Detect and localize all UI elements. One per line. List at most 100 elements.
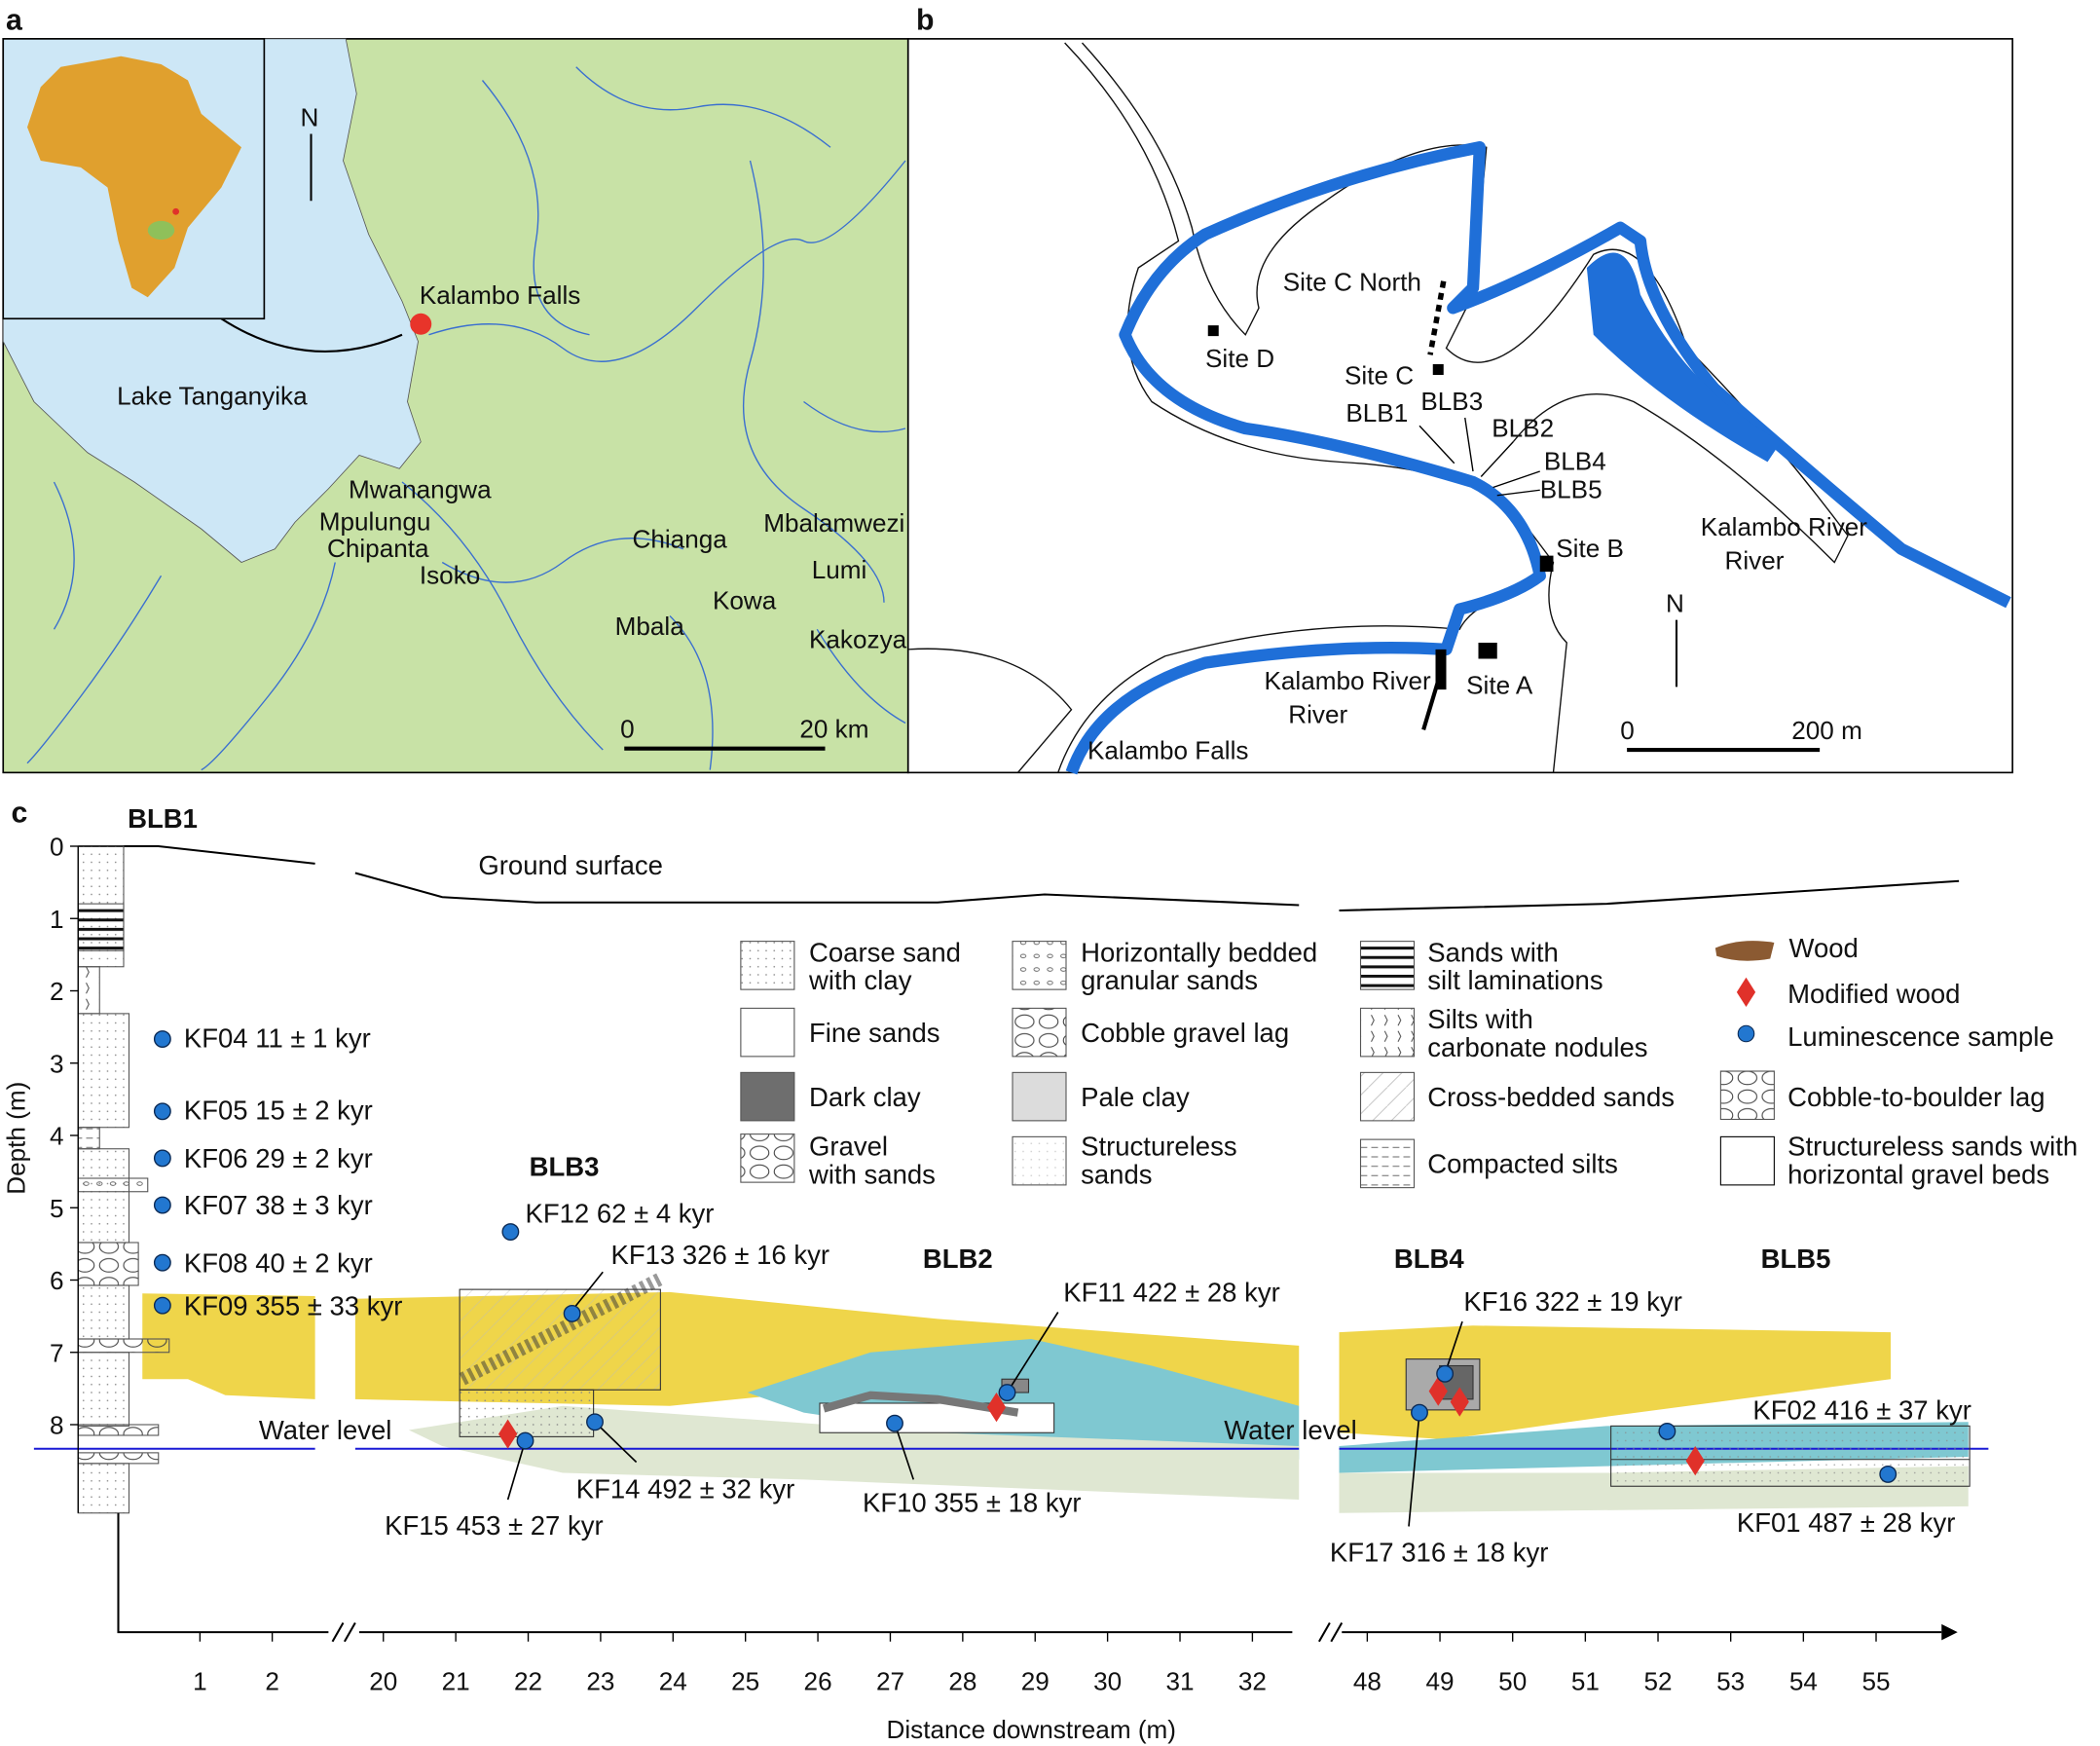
- axis-break-icon: [331, 1621, 1344, 1643]
- x-axis-arrow-icon: [1941, 1623, 1958, 1641]
- north-label-b: N: [1666, 588, 1684, 617]
- legend-swatch-cross-bedded: [1359, 1071, 1416, 1122]
- legend-swatch-boulder-lag: [1719, 1070, 1775, 1121]
- sample-dot-kf14: [586, 1413, 604, 1431]
- study-region-highlight: [147, 220, 175, 241]
- legend-label: Modified wood: [1787, 979, 1960, 1009]
- place-labels-a: Kalambo Falls Lake Tanganyika Mwanangwa …: [117, 280, 906, 653]
- sample-label: KF17 316 ± 18 kyr: [1330, 1537, 1549, 1567]
- section-title: BLB4: [1394, 1244, 1465, 1274]
- modified-wood-icon: [1428, 1376, 1448, 1406]
- legend-label: Cobble gravel lag: [1081, 1018, 1289, 1048]
- x-tick-label: 22: [514, 1666, 542, 1695]
- legend-label: granular sands: [1081, 965, 1258, 995]
- legend-label: Sands with: [1427, 937, 1559, 967]
- panel-b-map: b Site C North Site D Site C BLB1 BLB3: [906, 4, 2013, 775]
- sample-dot-kf13: [563, 1304, 581, 1322]
- legend-label: Cross-bedded sands: [1427, 1082, 1675, 1112]
- modified-wood-icon: [1736, 977, 1756, 1007]
- legend-label: sands: [1081, 1160, 1152, 1190]
- sample-dot-kf01: [1879, 1465, 1897, 1483]
- modified-wood-icon: [1450, 1387, 1469, 1417]
- place-label: BLB2: [1492, 413, 1554, 442]
- x-tick-label: 54: [1789, 1666, 1818, 1695]
- section-title: BLB1: [128, 803, 198, 834]
- place-label: BLB5: [1540, 475, 1603, 504]
- sage-unit: [408, 1405, 1969, 1513]
- map-b-frame: [906, 38, 2013, 774]
- sample-dot-kf02: [1658, 1422, 1676, 1440]
- water-level-label-2: Water level: [1224, 1415, 1357, 1445]
- legend-label: Structureless: [1081, 1132, 1236, 1162]
- sample-label: KF15 453 ± 27 kyr: [385, 1510, 604, 1541]
- legend-swatch-fine-sands: [740, 1007, 795, 1058]
- sample-label: KF04 11 ± 1 kyr: [184, 1022, 371, 1053]
- x-tick-label: 27: [876, 1666, 904, 1695]
- sample-label: KF08 40 ± 2 kyr: [184, 1247, 373, 1278]
- y-tick-label: 5: [50, 1194, 64, 1223]
- panel-label-a: a: [6, 4, 23, 36]
- place-label: Mpulungu: [319, 507, 431, 537]
- sample-label: KF10 355 ± 18 kyr: [863, 1487, 1082, 1517]
- sample-dot-kf07: [153, 1196, 171, 1214]
- legend-swatch-nodules: [1359, 1007, 1416, 1058]
- place-label: Site D: [1205, 344, 1274, 373]
- sample-dot-kf16: [1436, 1364, 1455, 1383]
- falls-pointer: [1421, 662, 1446, 730]
- y-tick-label: 4: [50, 1122, 64, 1151]
- blb1-log: [77, 845, 170, 1514]
- place-label: Site C: [1345, 361, 1414, 390]
- place-label: Kowa: [713, 586, 777, 615]
- legend-label: silt laminations: [1427, 965, 1603, 995]
- sample-label: KF13 326 ± 16 kyr: [611, 1240, 830, 1270]
- y-tick-label: 2: [50, 977, 64, 1006]
- north-label-a: N: [301, 102, 319, 131]
- scale-start-a: 0: [620, 715, 635, 744]
- legend-label: Horizontally bedded: [1081, 937, 1317, 967]
- sample-label: KF09 355 ± 33 kyr: [184, 1290, 403, 1320]
- kalambo-river: [1065, 141, 2011, 775]
- modified-wood-markers: [498, 1376, 1705, 1476]
- place-label: Chianga: [633, 524, 728, 553]
- blb3-section-drawing: [459, 1272, 664, 1437]
- legend-label: Compacted silts: [1427, 1149, 1618, 1179]
- x-tick-label: 28: [948, 1666, 976, 1695]
- legend-label: Coarse sand: [809, 937, 961, 967]
- legend-label: Cobble-to-boulder lag: [1787, 1082, 2045, 1112]
- place-label: Kalambo River: [1265, 666, 1432, 695]
- luminescence-icon: [1737, 1024, 1755, 1043]
- sample-dot-kf11: [998, 1384, 1016, 1401]
- place-label: Kakozya: [809, 625, 907, 654]
- sample-label: KF16 322 ± 19 kyr: [1463, 1286, 1682, 1317]
- place-label: Mbalamwezi: [763, 508, 904, 538]
- place-label: Kalambo Falls: [420, 280, 580, 310]
- scale-end-a: 20 km: [799, 715, 868, 744]
- x-tick-label: 29: [1021, 1666, 1050, 1695]
- legend-label: carbonate nodules: [1427, 1032, 1647, 1062]
- water-level-label: Water level: [259, 1415, 392, 1445]
- place-label: Isoko: [420, 561, 480, 590]
- panel-c-section: c Ground surface Water level Water level: [1, 797, 2078, 1744]
- sample-dot-kf09: [153, 1296, 171, 1315]
- river-label-1: River: [1288, 700, 1347, 729]
- blb2-section-drawing: [819, 1378, 1055, 1433]
- panel-label-b: b: [916, 4, 934, 36]
- modified-wood-icon: [1685, 1446, 1705, 1476]
- sample-label: KF06 29 ± 2 kyr: [184, 1143, 373, 1173]
- legend-label: Pale clay: [1081, 1082, 1190, 1112]
- x-tick-label: 53: [1716, 1666, 1745, 1695]
- x-tick-label: 51: [1571, 1666, 1600, 1695]
- x-axis: 1 2 20 21 22 23 24 25 26 27 28 29 30 31 32 48 49 50 51 52 53…: [117, 1512, 1958, 1744]
- legend-swatch-gravel-beds: [1719, 1135, 1775, 1186]
- place-labels-b: Site C North Site D Site C BLB1 BLB3 BLB…: [1087, 267, 1867, 764]
- section-title: BLB3: [530, 1151, 600, 1181]
- ground-surface-label: Ground surface: [478, 850, 663, 880]
- panel-a-map: a N Kalambo Falls Lake Tanganyika: [2, 4, 909, 774]
- sample-label: KF12 62 ± 4 kyr: [526, 1198, 715, 1228]
- legend-label: Gravel: [809, 1132, 888, 1162]
- x-tick-label: 20: [369, 1666, 397, 1695]
- section-title: BLB5: [1761, 1244, 1831, 1274]
- sample-dot-kf17: [1411, 1403, 1428, 1422]
- x-tick-label: 32: [1238, 1666, 1267, 1695]
